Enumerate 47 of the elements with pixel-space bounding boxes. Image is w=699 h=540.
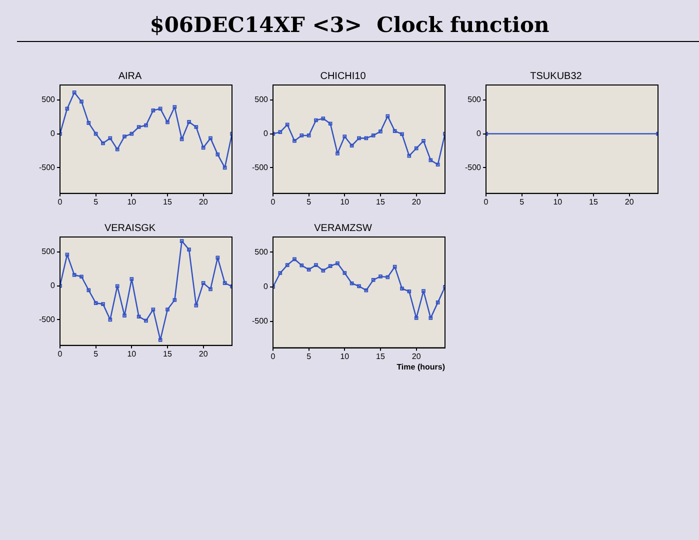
chart-title: AIRA — [118, 70, 142, 82]
x-tick-label: 10 — [127, 349, 137, 358]
x-tick-label: 0 — [270, 197, 276, 206]
y-tick-label: 500 — [468, 95, 482, 104]
x-tick-label: 20 — [412, 352, 422, 361]
y-tick-label: 500 — [42, 247, 56, 256]
y-tick-label: 0 — [50, 280, 56, 290]
y-tick-label: 0 — [476, 128, 482, 138]
x-tick-label: 20 — [198, 197, 208, 206]
x-tick-label: 10 — [340, 352, 350, 361]
x-tick-label: 20 — [198, 349, 208, 358]
y-tick-label: 500 — [254, 247, 269, 256]
y-tick-label: 0 — [264, 282, 269, 292]
y-tick-label: 0 — [50, 128, 56, 138]
y-tick-label: -500 — [464, 162, 482, 172]
x-tick-label: 10 — [127, 197, 137, 206]
y-tick-label: 500 — [254, 95, 269, 104]
x-tick-label: 0 — [58, 197, 63, 206]
y-tick-label: -500 — [38, 314, 56, 324]
x-tick-label: 5 — [306, 197, 312, 206]
x-tick-label: 10 — [340, 197, 350, 206]
x-tick-label: 20 — [412, 197, 422, 206]
x-tick-label: 0 — [58, 349, 63, 358]
x-tick-label: 5 — [306, 352, 312, 361]
x-tick-label: 15 — [163, 197, 172, 206]
x-tick-label: 15 — [376, 352, 386, 361]
x-tick-label: 20 — [624, 197, 634, 206]
y-tick-label: -500 — [252, 162, 269, 172]
x-tick-label: 0 — [270, 352, 276, 361]
text: $06DEC14XF <3> Clock function — [148, 12, 550, 37]
x-tick-label: 15 — [376, 197, 386, 206]
x-tick-label: 5 — [94, 197, 99, 206]
chart-title: VERAISGK — [104, 222, 156, 234]
chart-title: VERAMZSW — [314, 222, 372, 234]
y-tick-label: 0 — [264, 128, 269, 138]
x-tick-label: 5 — [94, 349, 99, 358]
y-tick-label: 500 — [42, 95, 56, 104]
x-tick-label: 5 — [520, 197, 525, 206]
chart-title: CHICHI10 — [320, 70, 366, 82]
x-tick-label: 10 — [553, 197, 563, 206]
y-tick-label: -500 — [252, 316, 269, 326]
x-axis-title: Time (hours) — [396, 362, 446, 372]
x-tick-label: 15 — [163, 349, 172, 358]
x-tick-label: 0 — [484, 197, 489, 206]
x-tick-label: 15 — [589, 197, 598, 206]
chart-title: TSUKUB32 — [530, 70, 582, 82]
y-tick-label: -500 — [38, 162, 56, 172]
